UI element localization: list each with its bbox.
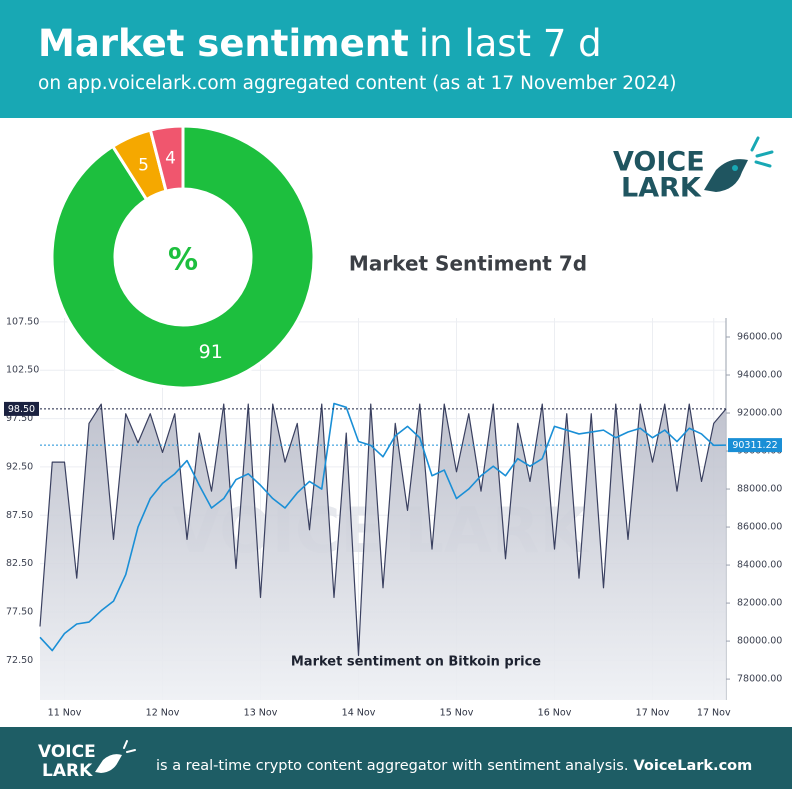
line-chart: 72.50 77.50 82.50 87.50 92.50 97.50 102.50 107.… [4, 316, 782, 719]
y-tick-label: 82.50 [6, 558, 33, 569]
header-title: Market sentiment in last 7 d [38, 22, 602, 65]
y2-tick-label: 82000.00 [737, 598, 782, 609]
header-band [0, 0, 792, 118]
segment-label: 4 [165, 148, 176, 168]
x-tick-label: 15 Nov [440, 708, 474, 719]
y2-tick-label: 92000.00 [737, 408, 782, 419]
end-value-label: 98.50 [8, 404, 35, 415]
end-value-label: 90311.22 [732, 440, 777, 451]
x-tick-label: 17 Nov [636, 708, 670, 719]
donut-center-label: % [168, 243, 198, 278]
y-tick-label: 107.50 [6, 316, 39, 327]
title-strong: Market sentiment [38, 22, 409, 65]
chart-annotation: Market sentiment on Bitkoin price [291, 655, 541, 670]
footer-logo-rays [123, 740, 136, 753]
y-tick-label: 97.50 [6, 413, 33, 424]
header-subtitle: on app.voicelark.com aggregated content … [38, 73, 677, 94]
end-value-box [728, 438, 782, 453]
y2-tick-label: 88000.00 [737, 484, 782, 495]
end-value-box [4, 401, 39, 416]
logo-text: VOICE [613, 147, 705, 178]
x-tick-label: 12 Nov [146, 708, 180, 719]
y2-tick-label: 94000.00 [737, 370, 782, 381]
series-area [40, 404, 726, 700]
y2-tick-label: 84000.00 [737, 560, 782, 571]
segment-label: 5 [138, 156, 149, 176]
footer-link[interactable]: VoiceLark.com [633, 758, 752, 774]
donut-segment [50, 124, 316, 390]
footer-logo-text: VOICE [38, 742, 96, 762]
x-tick-label: 11 Nov [48, 708, 82, 719]
series-line [39, 402, 727, 652]
footer-text: is a real-time crypto content aggregator… [156, 758, 752, 774]
footer-logo-text: LARK [42, 761, 93, 781]
donut-chart: 91 5 4% Market Sentiment 7d [50, 124, 587, 390]
footer-band [0, 727, 792, 789]
series-line [39, 403, 727, 657]
x-tick-label: 13 Nov [244, 708, 278, 719]
y2-tick-label: 78000.00 [737, 674, 782, 685]
y2-tick-label: 96000.00 [737, 332, 782, 343]
logo: VOICE LARK [613, 136, 774, 204]
y-tick-label: 92.50 [6, 461, 33, 472]
x-tick-label: 14 Nov [342, 708, 376, 719]
logo-eye [732, 165, 738, 171]
x-tick-label: 17 Nov [697, 708, 731, 719]
footer-description: is a real-time crypto content aggregator… [156, 758, 628, 774]
donut-segment [148, 124, 185, 193]
y-tick-label: 72.50 [6, 655, 33, 666]
x-tick-label: 16 Nov [538, 708, 572, 719]
segment-label: 91 [199, 341, 223, 363]
footer-logo-bird [95, 754, 122, 773]
logo-text: LARK [621, 173, 702, 204]
y-tick-label: 102.50 [6, 365, 39, 376]
y-tick-label: 77.50 [6, 606, 33, 617]
title-rest: in last 7 d [419, 22, 602, 65]
y2-tick-label: 80000.00 [737, 636, 782, 647]
donut-title: Market Sentiment 7d [349, 252, 587, 276]
y-tick-label: 87.50 [6, 510, 33, 521]
y2-tick-label: 86000.00 [737, 522, 782, 533]
logo-rays [750, 136, 774, 168]
